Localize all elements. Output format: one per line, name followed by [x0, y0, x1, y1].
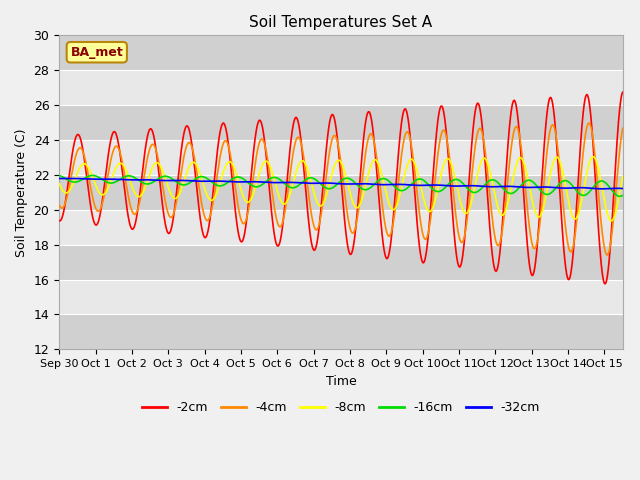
-8cm — [330, 167, 337, 173]
-2cm — [84, 183, 92, 189]
-4cm — [55, 202, 63, 208]
-2cm — [55, 218, 63, 224]
-16cm — [616, 193, 623, 199]
-32cm — [603, 186, 611, 192]
Line: -2cm: -2cm — [59, 92, 623, 284]
Bar — [59, 70, 623, 105]
-8cm — [314, 201, 322, 207]
Bar — [59, 105, 623, 140]
-32cm — [315, 180, 323, 186]
-32cm — [330, 180, 337, 186]
Bar — [59, 245, 623, 279]
-32cm — [598, 186, 605, 192]
Legend: -2cm, -4cm, -8cm, -16cm, -32cm: -2cm, -4cm, -8cm, -16cm, -32cm — [137, 396, 545, 420]
-4cm — [619, 125, 627, 131]
-2cm — [603, 277, 611, 283]
Bar — [59, 279, 623, 314]
Line: -8cm: -8cm — [59, 156, 623, 221]
-32cm — [84, 176, 92, 182]
-8cm — [603, 207, 611, 213]
-16cm — [315, 179, 323, 185]
-16cm — [84, 174, 92, 180]
-16cm — [330, 184, 337, 190]
-4cm — [499, 224, 507, 229]
-32cm — [499, 183, 507, 189]
-2cm — [619, 89, 627, 95]
Line: -16cm: -16cm — [59, 175, 623, 196]
-4cm — [314, 225, 322, 230]
-4cm — [604, 252, 611, 258]
-2cm — [499, 215, 507, 221]
-8cm — [619, 174, 627, 180]
Bar — [59, 210, 623, 245]
-8cm — [84, 164, 92, 169]
-2cm — [602, 279, 610, 285]
-4cm — [585, 120, 593, 126]
-4cm — [330, 134, 337, 140]
-4cm — [84, 170, 92, 176]
-8cm — [602, 206, 610, 212]
-2cm — [602, 281, 609, 287]
-32cm — [66, 176, 74, 181]
-32cm — [619, 186, 627, 192]
X-axis label: Time: Time — [326, 374, 356, 387]
-32cm — [55, 176, 63, 181]
-16cm — [499, 185, 507, 191]
-2cm — [314, 232, 322, 238]
-16cm — [603, 181, 611, 187]
Bar — [59, 314, 623, 349]
-4cm — [603, 252, 611, 257]
Text: BA_met: BA_met — [70, 46, 123, 59]
-2cm — [330, 112, 337, 118]
-8cm — [499, 212, 507, 218]
-8cm — [55, 181, 63, 187]
-16cm — [602, 180, 610, 186]
-16cm — [619, 192, 627, 198]
Bar — [59, 140, 623, 175]
Title: Soil Temperatures Set A: Soil Temperatures Set A — [250, 15, 433, 30]
Y-axis label: Soil Temperature (C): Soil Temperature (C) — [15, 128, 28, 257]
-32cm — [603, 186, 611, 192]
-8cm — [589, 154, 597, 159]
Line: -32cm: -32cm — [59, 179, 623, 189]
Line: -4cm: -4cm — [59, 123, 623, 255]
-16cm — [55, 173, 63, 179]
Bar — [59, 175, 623, 210]
-4cm — [602, 252, 610, 257]
-16cm — [88, 172, 96, 178]
Bar — [59, 36, 623, 70]
-8cm — [607, 218, 615, 224]
